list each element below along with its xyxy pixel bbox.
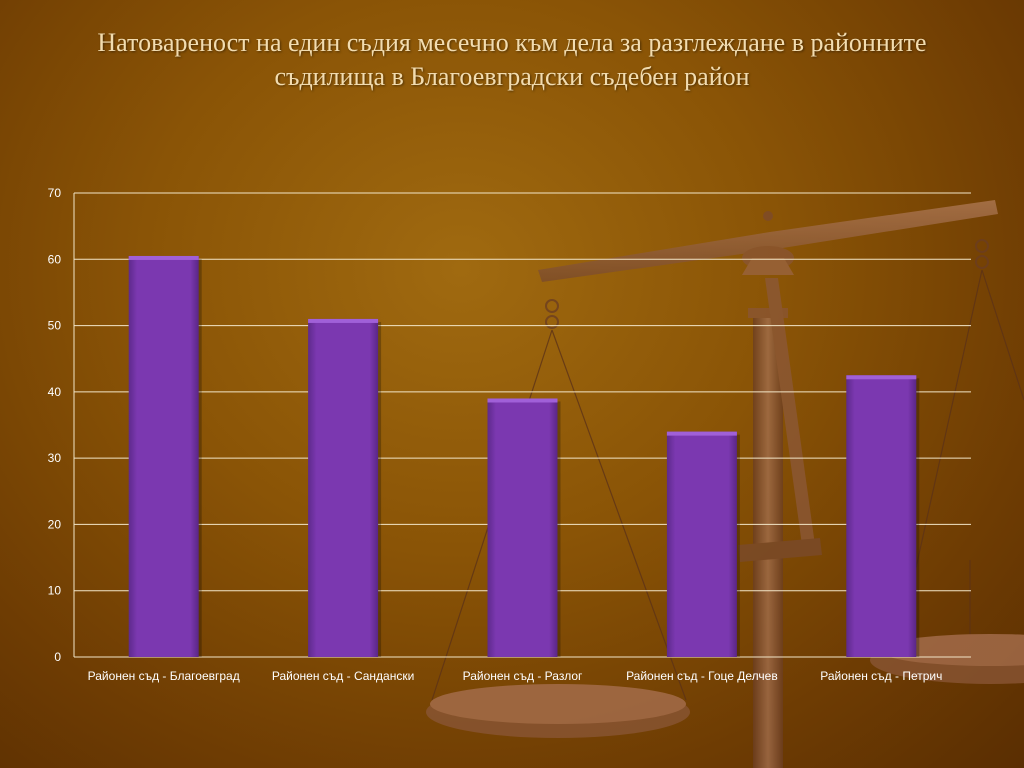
x-tick-label: Районен съд - Благоевград (88, 669, 240, 683)
bar-top-highlight (666, 431, 737, 436)
y-tick-label: 10 (48, 584, 62, 598)
bar-top-highlight (308, 318, 379, 323)
bar (308, 318, 379, 657)
bars (128, 255, 920, 657)
y-tick-label: 50 (48, 319, 62, 333)
x-tick-label: Районен съд - Разлог (463, 669, 583, 683)
bar-top-highlight (128, 255, 199, 260)
y-axis-ticks: 0 10 20 30 40 50 60 70 (48, 186, 62, 664)
bar (128, 255, 199, 657)
bar (487, 398, 558, 657)
y-tick-label: 70 (48, 186, 62, 200)
bar (846, 375, 917, 657)
bar-top-highlight (487, 398, 558, 403)
x-axis-ticks: Районен съд - Благоевград Районен съд - С… (88, 669, 943, 683)
x-tick-label: Районен съд - Петрич (820, 669, 942, 683)
y-tick-label: 20 (48, 517, 62, 531)
bar (666, 431, 737, 657)
x-tick-label: Районен съд - Сандански (272, 669, 414, 683)
slide-title: Натовареност на един съдия месечно към д… (97, 28, 927, 91)
y-tick-label: 0 (54, 650, 61, 664)
x-tick-label: Районен съд - Гоце Делчев (626, 669, 778, 683)
y-tick-label: 30 (48, 451, 62, 465)
y-tick-label: 40 (48, 385, 62, 399)
bar-top-highlight (846, 375, 917, 380)
y-tick-label: 60 (48, 252, 62, 266)
